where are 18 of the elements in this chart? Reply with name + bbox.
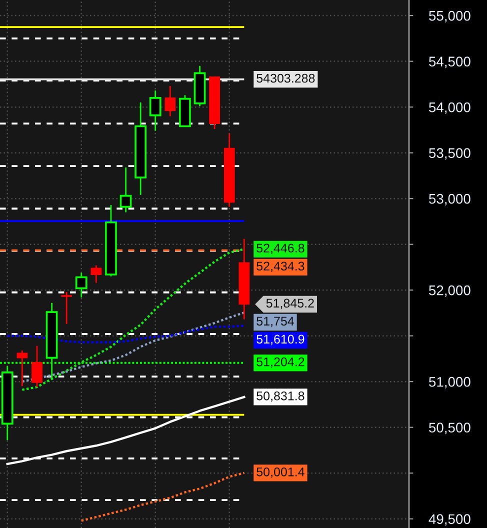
y-tick-label: 54,000 [429, 102, 470, 114]
data-label: 51,610.9 [256, 334, 304, 346]
data-label: 50,831.8 [256, 391, 304, 402]
ref-line-label: 51,204.2 [256, 357, 304, 368]
data-label: 50,001.4 [256, 467, 304, 478]
ref-line-label: 54303.288 [256, 74, 315, 83]
ref-line-label: 52,434.3 [256, 262, 304, 272]
y-tick-label: 50,500 [429, 422, 470, 434]
data-label: 52,446.8 [256, 244, 304, 254]
y-tick-label: 49,500 [428, 514, 470, 526]
y-tick-label: 54,500 [429, 56, 470, 68]
y-tick-label: 52,000 [429, 285, 470, 297]
text: 51,845.2 [266, 298, 314, 310]
y-tick-label: 51,000 [429, 376, 470, 388]
data-label: 51,754 [256, 316, 294, 328]
y-tick-label: 53,500 [429, 148, 470, 160]
y-tick-label: 53,000 [429, 194, 470, 206]
y-tick-label: 55,000 [429, 10, 470, 22]
